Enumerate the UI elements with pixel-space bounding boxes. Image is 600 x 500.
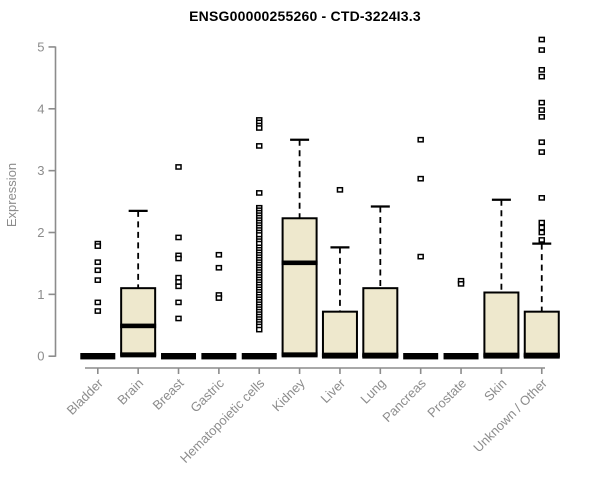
collapsed-box (403, 353, 439, 360)
iqr-box (321, 310, 358, 358)
x-category-label-lung: Lung (357, 376, 388, 407)
outlier-point (538, 113, 546, 120)
median-line (281, 260, 318, 266)
outlier-point (255, 143, 263, 149)
x-category-label-breast: Breast (149, 375, 186, 412)
boxplot-unknown-other (523, 36, 560, 359)
outlier-point (175, 234, 182, 241)
x-category-label-prostate: Prostate (424, 376, 469, 421)
iqr-box (362, 287, 399, 358)
outlier-point (417, 136, 424, 143)
outlier-point (336, 186, 344, 193)
outlier-point (538, 99, 546, 106)
outlier-point (538, 229, 546, 236)
outlier-point (538, 47, 546, 53)
y-tick-label: 1 (37, 287, 44, 302)
outlier-point (175, 164, 182, 170)
boxplot-skin (483, 198, 520, 359)
iqr-box (483, 291, 520, 358)
collapsed-box (201, 353, 237, 360)
x-category-label-unknown-other: Unknown / Other (470, 375, 550, 455)
boxplot-breast (161, 164, 197, 360)
lower-edge (281, 352, 318, 358)
outlier-point (457, 280, 465, 287)
median-line (120, 323, 157, 329)
outlier-point (538, 139, 546, 146)
collapsed-box (443, 353, 479, 360)
boxplot-lung (362, 205, 399, 359)
collapsed-box (80, 353, 116, 360)
boxplot-bladder (80, 240, 116, 360)
outlier-point (538, 224, 546, 231)
boxplot-pancreas (403, 136, 439, 360)
y-tick-label: 2 (37, 225, 44, 240)
collapsed-box (161, 353, 197, 360)
outlier-point (175, 315, 182, 322)
median-line (321, 352, 358, 358)
x-category-label-kidney: Kidney (269, 375, 308, 414)
y-tick-label: 5 (37, 39, 44, 54)
iqr-box (120, 287, 157, 356)
outlier-point (94, 277, 102, 283)
outlier-point (215, 264, 223, 271)
x-category-label-pancreas: Pancreas (379, 375, 429, 425)
x-category-label-skin: Skin (481, 376, 509, 404)
median-line (362, 352, 399, 358)
outlier-point (417, 253, 424, 260)
y-tick-label: 3 (37, 163, 44, 178)
boxplot-brain (120, 209, 157, 358)
outlier-point (538, 237, 546, 243)
boxplot-prostate (443, 277, 479, 360)
outlier-point (538, 36, 546, 43)
chart-title: ENSG00000255260 - CTD-3224I3.3 (189, 8, 421, 24)
collapsed-box (241, 353, 277, 360)
outlier-point (94, 267, 102, 274)
outlier-point (255, 326, 263, 333)
outlier-point (538, 195, 546, 201)
median-line (483, 352, 520, 358)
outlier-point (94, 308, 102, 314)
outlier-point (255, 190, 263, 196)
boxplot-gastric (201, 251, 237, 360)
outlier-point (417, 175, 424, 182)
boxplot-hematopoietic-cells (241, 117, 277, 360)
y-tick-label: 4 (37, 101, 44, 116)
iqr-box (523, 310, 560, 358)
lower-edge (120, 352, 157, 358)
boxplot-liver (321, 186, 358, 359)
outlier-point (215, 295, 223, 301)
y-axis-label: Expression (4, 162, 19, 228)
outlier-point (215, 251, 223, 258)
outlier-point (175, 299, 182, 306)
y-axis: 0 1 2 3 4 5 (37, 39, 57, 364)
outlier-point (175, 274, 182, 281)
outlier-point (175, 283, 182, 290)
outlier-point (538, 219, 546, 226)
outlier-point (538, 107, 546, 113)
x-category-label-gastric: Gastric (187, 375, 227, 415)
iqr-box (281, 217, 318, 356)
median-line (523, 352, 560, 358)
outlier-point (94, 259, 102, 266)
outlier-point (175, 255, 182, 262)
x-category-label-brain: Brain (114, 376, 146, 408)
outlier-point (538, 66, 546, 73)
outlier-point (538, 73, 546, 80)
outlier-point (94, 299, 102, 306)
boxplot-kidney (281, 138, 318, 358)
y-tick-label: 0 (37, 349, 44, 364)
outlier-point (538, 149, 546, 155)
x-category-label-bladder: Bladder (64, 375, 107, 418)
outlier-point (255, 125, 263, 131)
outlier-point (175, 279, 182, 285)
x-category-label-liver: Liver (318, 375, 349, 406)
outlier-point (94, 243, 102, 249)
